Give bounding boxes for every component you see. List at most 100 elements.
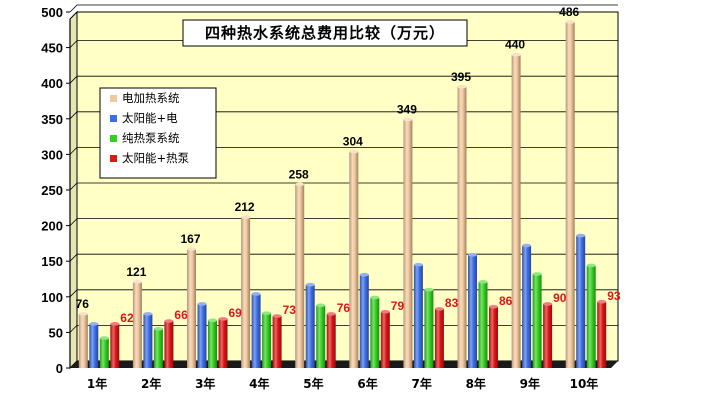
legend-label: 太阳能+热泵 xyxy=(122,151,190,165)
bar xyxy=(457,86,467,368)
y-tick-label: 50 xyxy=(49,325,63,340)
bar-cap xyxy=(434,307,444,311)
data-label: 440 xyxy=(505,38,525,52)
bar-cap xyxy=(218,317,228,321)
bar xyxy=(403,119,413,369)
bar xyxy=(597,301,607,368)
x-tick-label: 8年 xyxy=(466,376,486,391)
data-label: 93 xyxy=(607,289,621,303)
bar xyxy=(543,303,553,368)
bar-cap xyxy=(208,318,217,323)
bar xyxy=(349,151,359,368)
data-label: 258 xyxy=(289,167,309,181)
data-label: 76 xyxy=(76,297,90,311)
data-label: 76 xyxy=(337,301,351,315)
bar xyxy=(295,184,305,368)
gridline xyxy=(69,75,618,84)
x-tick-label: 3年 xyxy=(195,376,215,391)
bar xyxy=(316,305,326,368)
bar-cap xyxy=(511,52,521,57)
bar-cap xyxy=(359,272,369,277)
bar-cap xyxy=(305,282,315,287)
bar xyxy=(262,313,272,368)
gridline xyxy=(69,218,618,226)
bar xyxy=(586,265,596,368)
legend-swatch xyxy=(110,155,117,162)
bar xyxy=(197,303,207,368)
x-tick-label: 4年 xyxy=(249,376,269,391)
bars xyxy=(78,20,607,369)
data-label: 66 xyxy=(174,308,188,322)
bar xyxy=(99,338,109,368)
y-tick-label: 300 xyxy=(41,147,63,162)
bar xyxy=(305,284,315,368)
bar xyxy=(208,320,217,368)
y-tick-label: 0 xyxy=(56,361,63,376)
bar-cap xyxy=(295,182,305,187)
bar-cap xyxy=(251,292,261,296)
x-tick-label: 9年 xyxy=(520,376,540,391)
gridline xyxy=(69,253,618,262)
bar xyxy=(110,323,120,368)
gridline xyxy=(69,146,618,155)
x-tick-label: 6年 xyxy=(357,376,377,391)
y-tick-label: 100 xyxy=(41,290,63,305)
data-label: 304 xyxy=(343,135,363,149)
bar xyxy=(576,235,586,368)
y-tick-label: 250 xyxy=(41,183,63,198)
x-tick-label: 7年 xyxy=(411,376,431,391)
bar xyxy=(489,306,498,368)
data-label: 79 xyxy=(391,299,405,313)
bar xyxy=(187,249,196,368)
bar xyxy=(153,328,163,368)
bar xyxy=(478,281,488,368)
bar-cap xyxy=(586,263,596,268)
data-label: 90 xyxy=(553,291,567,305)
bar-cap xyxy=(457,84,467,89)
gridline xyxy=(69,4,618,13)
bar xyxy=(218,318,228,368)
data-label: 395 xyxy=(451,70,471,84)
bar-cap xyxy=(326,312,336,316)
y-tick-label: 400 xyxy=(41,76,63,91)
bar xyxy=(272,316,282,368)
y-tick-label: 150 xyxy=(41,254,63,269)
x-tick-label: 5年 xyxy=(303,376,323,391)
gridline xyxy=(69,289,618,298)
bar-cap xyxy=(316,303,326,308)
bar-cap xyxy=(543,302,553,306)
bar-cap xyxy=(576,233,586,238)
bar-cap xyxy=(468,252,477,257)
bar-cap xyxy=(597,299,607,304)
bar-cap xyxy=(262,311,272,315)
chart-title-box: 四种热水系统总费用比较（万元） xyxy=(182,19,468,47)
data-label: 121 xyxy=(126,265,146,279)
x-tick-label: 10年 xyxy=(570,376,599,391)
bar-cap xyxy=(197,302,207,306)
bar-cap xyxy=(164,319,174,323)
bar-cap xyxy=(565,20,575,24)
data-label: 73 xyxy=(283,303,297,317)
bar-cap xyxy=(403,117,413,122)
legend-swatch xyxy=(110,115,117,122)
y-tick-label: 200 xyxy=(41,219,63,234)
bar xyxy=(251,293,261,368)
bar xyxy=(89,323,99,368)
bar-cap xyxy=(153,327,163,331)
bar-cap xyxy=(110,322,120,326)
data-label: 62 xyxy=(120,311,134,325)
bar xyxy=(241,217,251,368)
y-tick-label: 350 xyxy=(41,112,63,127)
x-tick-label: 2年 xyxy=(141,376,161,391)
bar xyxy=(143,313,153,368)
bar-cap xyxy=(522,243,532,248)
bar xyxy=(380,311,390,368)
data-label: 486 xyxy=(559,5,579,19)
bar-cap xyxy=(349,149,359,154)
bar-cap xyxy=(424,287,434,292)
bar-cap xyxy=(380,309,390,314)
bar xyxy=(468,254,477,368)
bar xyxy=(511,54,521,368)
